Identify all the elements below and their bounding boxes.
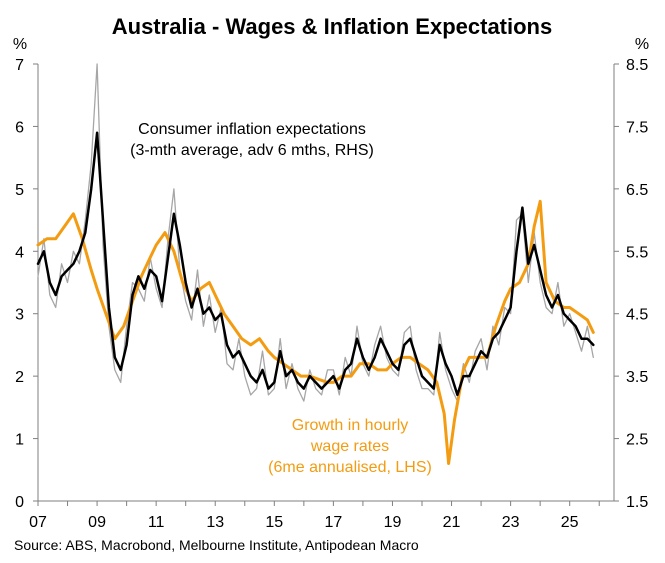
series-layer <box>36 63 595 465</box>
right-tick-label: 4.5 <box>626 307 648 324</box>
x-tick-label: 09 <box>88 514 106 531</box>
left-tick-label: 4 <box>15 244 24 261</box>
expectations-annotation-line2: (3-mth average, adv 6 mths, RHS) <box>130 142 374 159</box>
x-axis-ticks: 07 09 11 13 15 17 19 21 23 25 <box>29 501 600 531</box>
x-tick-label: 19 <box>384 514 402 531</box>
axes <box>37 64 615 502</box>
left-tick-label: 3 <box>15 307 24 324</box>
right-axis-unit: % <box>635 36 649 53</box>
left-tick-label: 7 <box>15 57 24 74</box>
source-note: Source: ABS, Macrobond, Melbourne Instit… <box>14 537 419 553</box>
expectations-monthly-series-line <box>37 63 594 402</box>
x-tick-label: 25 <box>561 514 579 531</box>
expectations-annotation-line1: Consumer inflation expectations <box>138 121 366 138</box>
left-tick-label: 1 <box>15 432 24 449</box>
left-tick-label: 2 <box>15 369 24 386</box>
right-tick-label: 2.5 <box>626 432 648 449</box>
right-axis-ticks: 1.5 2.5 3.5 4.5 5.5 6.5 7.5 8.5 <box>614 57 648 511</box>
right-tick-label: 3.5 <box>626 369 648 386</box>
left-axis-unit: % <box>13 36 27 53</box>
x-tick-label: 23 <box>502 514 520 531</box>
x-tick-label: 07 <box>29 514 47 531</box>
wages-annotation-line3: (6me annualised, LHS) <box>268 459 432 476</box>
expectations-3m-series-line <box>36 131 595 397</box>
left-tick-label: 0 <box>15 494 24 511</box>
x-tick-label: 11 <box>148 514 165 531</box>
x-tick-label: 15 <box>265 514 283 531</box>
right-tick-label: 1.5 <box>626 494 648 511</box>
right-tick-label: 7.5 <box>626 119 648 136</box>
x-tick-label: 13 <box>206 514 224 531</box>
wages-annotation-line2: wage rates <box>310 438 389 455</box>
x-tick-label: 21 <box>443 514 461 531</box>
right-tick-label: 8.5 <box>626 57 648 74</box>
x-tick-label: 17 <box>324 514 342 531</box>
chart-title: Australia - Wages & Inflation Expectatio… <box>112 14 552 39</box>
wages-annotation-line1: Growth in hourly <box>292 417 409 434</box>
left-tick-label: 6 <box>15 119 24 136</box>
left-axis-ticks: 0 1 2 3 4 5 6 7 <box>15 57 38 511</box>
left-tick-label: 5 <box>15 182 24 199</box>
right-tick-label: 5.5 <box>626 244 648 261</box>
right-tick-label: 6.5 <box>626 182 648 199</box>
